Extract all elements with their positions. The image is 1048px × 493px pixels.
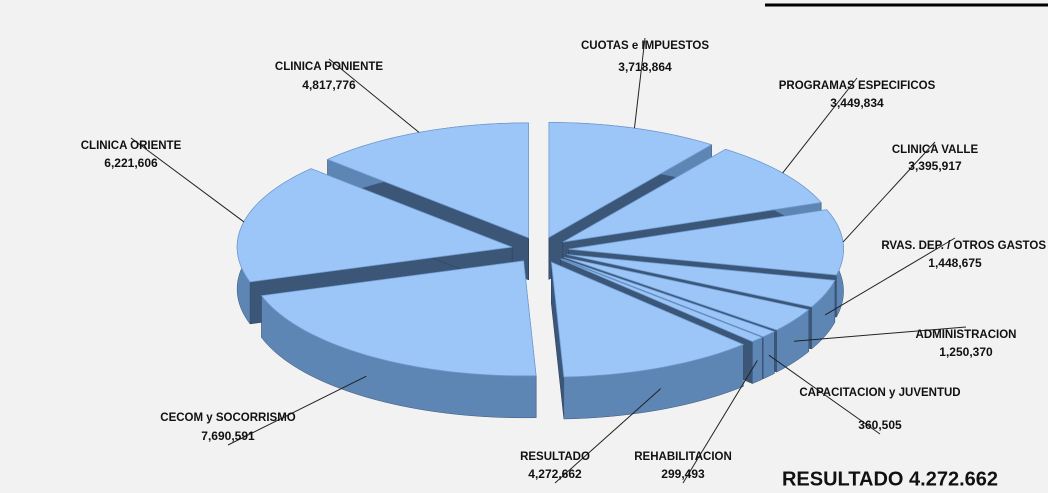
value-label: 6,221,606 bbox=[104, 156, 158, 170]
value-label: 3,395,917 bbox=[908, 159, 962, 173]
value-label: 4,272,662 bbox=[528, 467, 582, 481]
value-label: 7,690,591 bbox=[201, 429, 255, 443]
page: {"chart_data": {"type": "pie3d", "catego… bbox=[0, 0, 1048, 493]
value-label: 3,718,864 bbox=[618, 60, 672, 74]
value-label: 360,505 bbox=[858, 418, 902, 432]
chart: CUOTAS e IMPUESTOS 3,718,864 PROGRAMAS ESP… bbox=[0, 0, 1048, 493]
value-label: 3,449,834 bbox=[830, 96, 884, 110]
annotation: RESULTADO 4.272.662 bbox=[782, 468, 998, 490]
category-label: RVAS. DEP. / OTROS GASTOS bbox=[881, 240, 1046, 252]
value-label: 1,448,675 bbox=[928, 256, 982, 270]
category-label: CLINICA VALLE bbox=[892, 144, 979, 156]
category-label: RESULTADO bbox=[520, 451, 590, 463]
category-label: CECOM y SOCORRISMO bbox=[160, 412, 296, 424]
value-label: 299,493 bbox=[661, 467, 705, 481]
slice-wall bbox=[763, 332, 774, 379]
category-label: CLINICA ORIENTE bbox=[81, 140, 182, 152]
category-label: REHABILITACION bbox=[634, 451, 732, 463]
value-label: 4,817,776 bbox=[302, 78, 356, 92]
category-label: CUOTAS e IMPUESTOS bbox=[581, 40, 709, 52]
category-label: PROGRAMAS ESPECIFICOS bbox=[779, 80, 936, 92]
category-label: ADMINISTRACION bbox=[916, 329, 1017, 341]
category-label: CLINICA PONIENTE bbox=[275, 61, 384, 73]
category-label: CAPACITACION y JUVENTUD bbox=[799, 387, 960, 399]
value-label: 1,250,370 bbox=[939, 345, 993, 359]
